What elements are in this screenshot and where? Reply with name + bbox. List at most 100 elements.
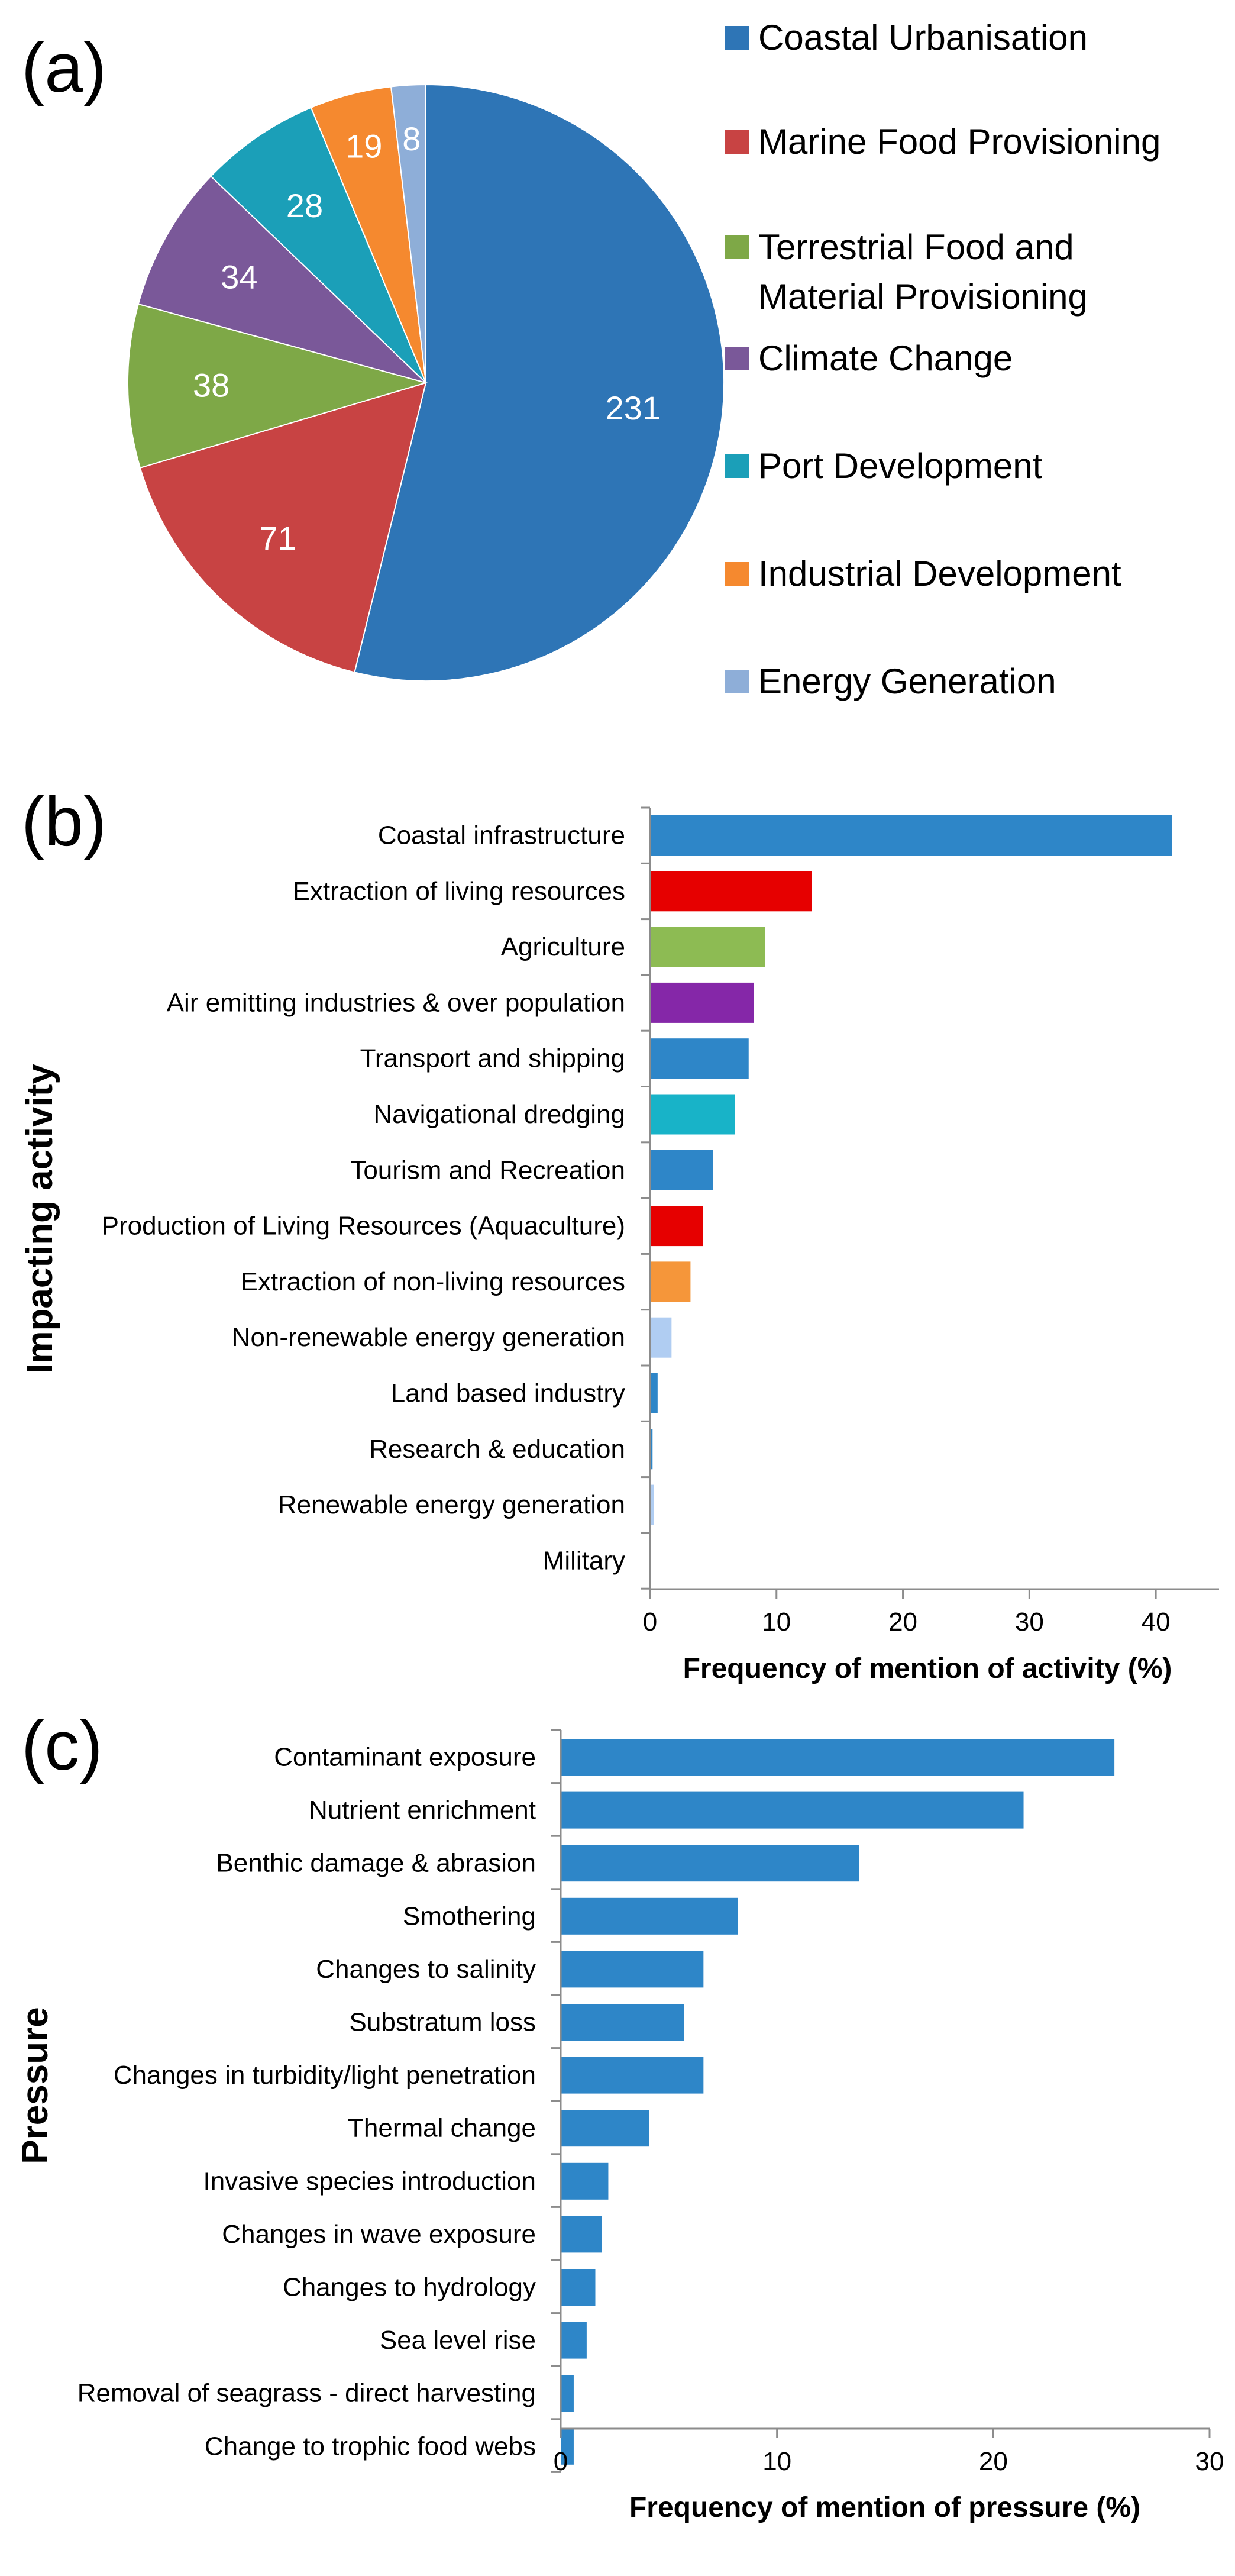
legend-item: Industrial Development [725,549,1121,599]
x-tick-label: 40 [1142,1607,1171,1636]
bar-chart-pressure: Contaminant exposure Nutrient enrichment B… [15,1729,1224,2523]
legend-item: Marine Food Provisioning [725,117,1161,167]
bar [651,1484,654,1525]
category-label: Substratum loss [350,2008,536,2037]
bar [561,2110,649,2147]
x-axis-title: Frequency of mention of activity (%) [683,1653,1172,1684]
bar [561,2269,596,2306]
bar [561,2004,684,2041]
x-tick-label: 0 [643,1607,657,1636]
pie-value-label: 19 [345,128,382,165]
legend-item: Coastal Urbanisation [725,13,1088,63]
pie-value-label: 231 [606,389,661,427]
legend-label: Port Development [758,446,1043,486]
category-label: Removal of seagrass - direct harvesting [77,2379,536,2408]
legend-item: Climate Change [725,334,1013,383]
category-label: Invasive species introduction [203,2167,536,2196]
x-axis-title: Frequency of mention of pressure (%) [629,2492,1140,2523]
pie-value-label: 38 [193,366,229,403]
pie-value-label: 71 [259,519,296,557]
bar [561,2162,609,2200]
legend-label: Terrestrial Food and [758,227,1074,267]
pie-slice [390,83,426,383]
category-label: Changes in turbidity/light penetration [114,2061,536,2090]
bar [651,1429,653,1470]
x-tick-label: 20 [888,1607,917,1636]
legend-swatch [725,562,749,586]
bar [561,1951,704,1988]
category-label: Sea level rise [380,2326,536,2355]
panel-b-letter: (b) [21,783,107,861]
y-axis-title: Impacting activity [20,1064,60,1374]
pie-slice [139,382,427,673]
legend-label: Material Provisioning [758,277,1088,317]
category-label: Extraction of non-living resources [240,1267,625,1296]
category-label: Land based industry [391,1379,625,1408]
legend-label: Marine Food Provisioning [758,122,1161,162]
x-tick-label: 10 [762,2447,791,2476]
category-label: Agriculture [501,932,625,961]
category-label: Contaminant exposure [274,1743,536,1772]
x-tick-label: 20 [979,2447,1008,2476]
category-label: Benthic damage & abrasion [216,1849,536,1878]
legend-label: Industrial Development [758,554,1121,593]
legend-label: Coastal Urbanisation [758,18,1088,57]
pie-slice [137,175,426,383]
bar [651,1206,703,1247]
category-label: Nutrient enrichment [309,1796,536,1825]
pie-slice [127,303,428,469]
category-label: Production of Living Resources (Aquacult… [102,1212,625,1241]
category-label: Renewable energy generation [278,1490,625,1519]
bar [651,1317,672,1358]
category-label: Transport and shipping [360,1044,625,1073]
bar-chart-activity: Coastal infrastructure Extraction of livi… [20,806,1219,1684]
pie-value-label: 28 [286,187,323,224]
category-label: Coastal infrastructure [378,821,625,850]
category-label: Extraction of living resources [293,877,625,906]
category-label: Navigational dredging [373,1100,625,1129]
legend-swatch [725,26,749,50]
category-label: Research & education [369,1435,625,1464]
bar [651,1094,735,1135]
bar [651,871,812,912]
legend-swatch [725,235,749,259]
bar [651,815,1172,856]
x-tick-label: 10 [762,1607,791,1636]
bar [561,2375,574,2412]
category-label: Change to trophic food webs [205,2432,536,2461]
pie-slice [354,83,725,682]
bar [561,1845,859,1882]
legend-item: Energy Generation [725,657,1056,706]
legend-item: Terrestrial Food and Material Provisionin… [725,222,1088,322]
bar [561,1897,738,1935]
category-label: Changes in wave exposure [222,2220,536,2249]
bar [651,982,754,1023]
x-tick-label: 30 [1195,2447,1224,2476]
legend-swatch [725,454,749,478]
category-label: Changes to salinity [316,1955,536,1984]
legend-label: Climate Change [758,338,1013,378]
pie-value-label: 8 [402,120,421,157]
category-label: Tourism and Recreation [350,1155,625,1184]
bar [651,1150,713,1190]
bar [651,1261,691,1302]
bar [651,1373,658,1413]
bar [651,927,765,967]
panel-c-letter: (c) [21,1707,103,1785]
x-tick-label: 0 [554,2447,568,2476]
bar [561,2427,574,2465]
bar [561,1739,1115,1776]
y-axis-title: Pressure [15,2007,56,2164]
category-label: Military [543,1546,625,1575]
legend-label: Energy Generation [758,661,1056,701]
legend-swatch [725,670,749,693]
legend-item: Port Development [725,441,1043,491]
category-label: Changes to hydrology [283,2273,536,2302]
x-tick-label: 30 [1015,1607,1044,1636]
category-label: Smothering [403,1902,536,1931]
bar [561,2057,704,2094]
bar [561,2216,602,2253]
panel-a-letter: (a) [21,29,107,107]
category-label: Non-renewable energy generation [232,1323,625,1352]
pie-slice [210,106,426,383]
